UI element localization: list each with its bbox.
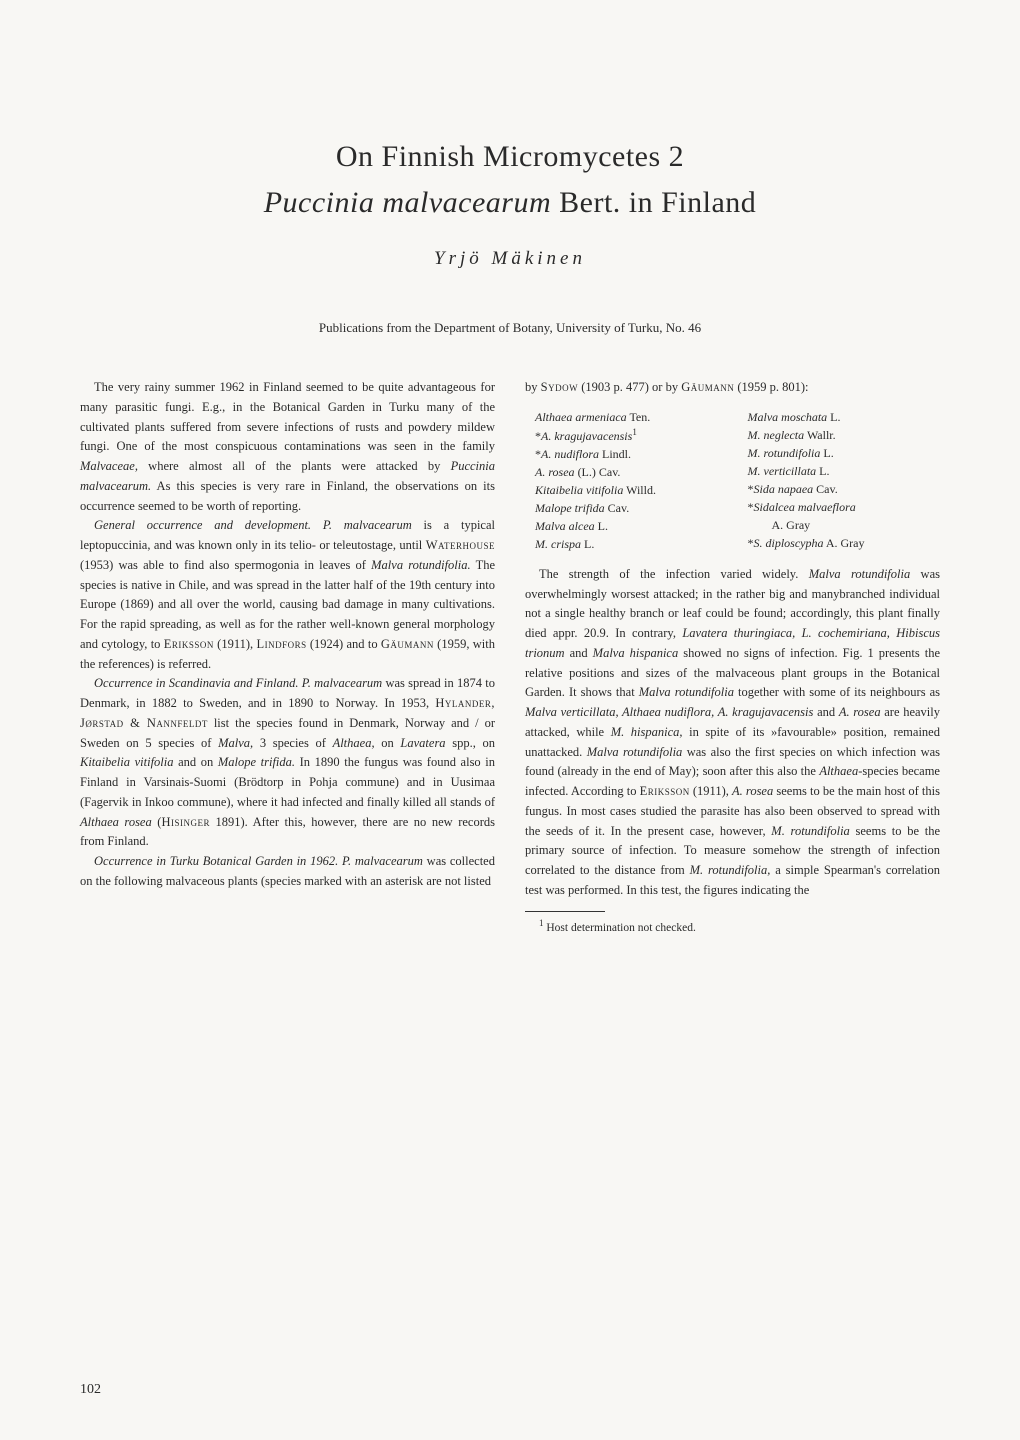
species-col-right: Malva moschata L.M. neglecta Wallr.M. ro…	[748, 408, 941, 553]
taxon: Lavatera	[400, 736, 445, 750]
taxon: Malva verticillata, Althaea nudiflora, A…	[525, 705, 813, 719]
taxon: Malva rotundifolia.	[371, 558, 471, 572]
species-item: M. crispa L.	[535, 535, 728, 553]
taxon: Malva rotundifolia	[809, 567, 911, 581]
title-sub: Puccinia malvacearum Bert. in Finland	[80, 186, 940, 220]
text: 3 species of	[253, 736, 332, 750]
species-item: A. rosea (L.) Cav.	[535, 463, 728, 481]
taxon: Malope trifida.	[218, 755, 295, 769]
section-heading: General occurrence and development. P. m…	[94, 518, 412, 532]
left-column: The very rainy summer 1962 in Finland se…	[80, 378, 495, 936]
section-heading: Occurrence in Turku Botanical Garden in …	[94, 854, 423, 868]
text: The very rainy summer 1962 in Finland se…	[80, 380, 495, 453]
species-item: *Sidalcea malvaeflora	[748, 498, 941, 516]
species-item: *S. diploscypha A. Gray	[748, 534, 941, 552]
para-general: General occurrence and development. P. m…	[80, 516, 495, 674]
taxon: Althaea	[819, 764, 858, 778]
author-cite: Waterhouse	[426, 538, 495, 552]
para-turku: Occurrence in Turku Botanical Garden in …	[80, 852, 495, 892]
footnote-separator	[525, 911, 605, 912]
author-cite: Gäumann	[381, 637, 434, 651]
text: and	[813, 705, 838, 719]
species-item-continuation: A. Gray	[748, 516, 941, 534]
text: together with some of its neighbours as	[734, 685, 940, 699]
taxon: M. hispanica,	[611, 725, 683, 739]
taxon: Althaea,	[333, 736, 375, 750]
text: and	[565, 646, 593, 660]
taxon: A. rosea	[732, 784, 773, 798]
right-column: by Sydow (1903 p. 477) or by Gäumann (19…	[525, 378, 940, 936]
species-item: Malope trifida Cav.	[535, 499, 728, 517]
para-continuation: by Sydow (1903 p. 477) or by Gäumann (19…	[525, 378, 940, 398]
footnote-text: Host determination not checked.	[544, 921, 696, 933]
taxon: Malva rotundifolia	[587, 745, 683, 759]
author-cite: Sydow	[541, 380, 578, 394]
author: Yrjö Mäkinen	[80, 248, 940, 270]
author-cite: Lindfors	[256, 637, 306, 651]
title-main: On Finnish Micromycetes 2	[80, 140, 940, 174]
species-item: M. rotundifolia L.	[748, 444, 941, 462]
text: where almost all of the plants were atta…	[138, 459, 451, 473]
text: on	[375, 736, 401, 750]
species-item: Malva moschata L.	[748, 408, 941, 426]
text: (1903 p. 477) or by	[578, 380, 681, 394]
author-cite: Eriksson	[640, 784, 690, 798]
species-col-left: Althaea armeniaca Ten.*A. kragujavacensi…	[535, 408, 728, 553]
para-intro: The very rainy summer 1962 in Finland se…	[80, 378, 495, 516]
taxon: Althaea rosea	[80, 815, 152, 829]
footnote: 1 Host determination not checked.	[525, 916, 940, 937]
text: and on	[174, 755, 218, 769]
taxon: A. rosea	[839, 705, 881, 719]
taxon: M. rotundifolia,	[690, 863, 771, 877]
species-list: Althaea armeniaca Ten.*A. kragujavacensi…	[535, 408, 940, 553]
text-columns: The very rainy summer 1962 in Finland se…	[80, 378, 940, 936]
page-number: 102	[80, 1382, 101, 1398]
text: (1959 p. 801):	[734, 380, 808, 394]
taxon: M. rotundifolia	[771, 824, 850, 838]
species-item: *A. nudiflora Lindl.	[535, 445, 728, 463]
section-heading: Occurrence in Scandinavia and Finland. P…	[94, 676, 382, 690]
text: (1911),	[214, 637, 257, 651]
text: by	[525, 380, 541, 394]
species-item: Kitaibelia vitifolia Willd.	[535, 481, 728, 499]
author-cite: Eriksson	[164, 637, 214, 651]
para-scandinavia: Occurrence in Scandinavia and Finland. P…	[80, 674, 495, 852]
text: (1924) and to	[307, 637, 381, 651]
species-item: *A. kragujavacensis1	[535, 426, 728, 445]
species-item: Malva alcea L.	[535, 517, 728, 535]
text: spp., on	[446, 736, 495, 750]
taxon: Malva,	[218, 736, 253, 750]
text: (1953) was able to find also spermogonia…	[80, 558, 371, 572]
title-suffix: Bert. in Finland	[551, 186, 756, 219]
text: (1911),	[690, 784, 732, 798]
text: The strength of the infection varied wid…	[539, 567, 809, 581]
species-item: M. verticillata L.	[748, 462, 941, 480]
text: (	[152, 815, 162, 829]
author-cite: Hisinger	[161, 815, 210, 829]
author-cite: Gäumann	[681, 380, 734, 394]
species-item: M. neglecta Wallr.	[748, 426, 941, 444]
title-species: Puccinia malvacearum	[264, 186, 551, 219]
taxon: Malva hispanica	[593, 646, 679, 660]
species-item: Althaea armeniaca Ten.	[535, 408, 728, 426]
species-item: *Sida napaea Cav.	[748, 480, 941, 498]
taxon: Malva rotundifolia	[639, 685, 734, 699]
taxon: Malvaceae,	[80, 459, 138, 473]
publication-info: Publications from the Department of Bota…	[80, 320, 940, 336]
para-infection: The strength of the infection varied wid…	[525, 565, 940, 901]
taxon: Kitaibelia vitifolia	[80, 755, 174, 769]
